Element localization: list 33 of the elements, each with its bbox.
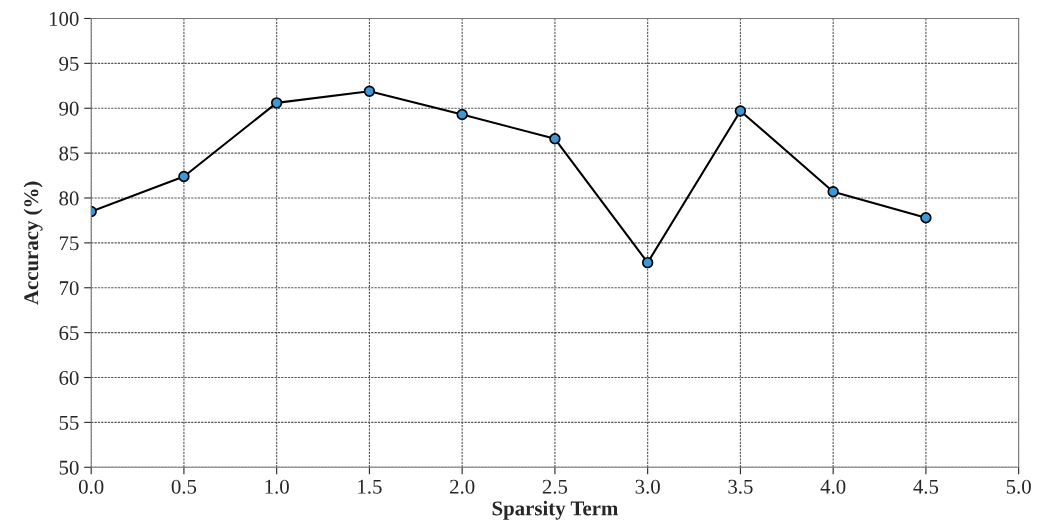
y-tick-label: 100 — [49, 11, 79, 26]
x-tick-label: 1.5 — [358, 479, 382, 494]
y-tick-label: 70 — [59, 281, 79, 296]
y-tick-label: 60 — [59, 370, 79, 385]
x-tick-label: 3.5 — [728, 479, 753, 494]
x-tick-label: 0.0 — [78, 479, 104, 494]
x-tick-label: 2.0 — [450, 479, 475, 494]
point — [363, 85, 376, 97]
point — [456, 108, 468, 121]
y-tick-label: 65 — [59, 326, 79, 341]
point — [270, 97, 283, 109]
x-tick-label: 2.5 — [542, 479, 568, 494]
x-tick-label: 4.0 — [820, 479, 846, 494]
x-axis-title: Sparsity Term — [492, 500, 618, 520]
y-tick-label: 50 — [59, 460, 79, 475]
point — [178, 170, 190, 183]
y-tick-label: 90 — [59, 101, 79, 116]
y-tick-label: 55 — [59, 415, 79, 430]
x-tick-label: 4.5 — [913, 479, 939, 494]
y-axis-title: Accuracy (%) — [23, 181, 43, 305]
y-tick-label: 85 — [59, 146, 79, 161]
point — [549, 133, 561, 145]
point — [641, 256, 654, 269]
x-tick-label: 3.0 — [635, 479, 660, 494]
y-tick-label: 75 — [59, 236, 79, 251]
point — [734, 105, 747, 117]
x-tick-label: 5.0 — [1006, 479, 1031, 494]
y-tick-label: 95 — [59, 56, 79, 71]
point — [920, 212, 932, 224]
x-tick-label: 0.5 — [171, 479, 197, 494]
x-tick-label: 1.0 — [265, 479, 289, 494]
point — [827, 186, 839, 198]
y-tick-label: 80 — [59, 191, 79, 206]
